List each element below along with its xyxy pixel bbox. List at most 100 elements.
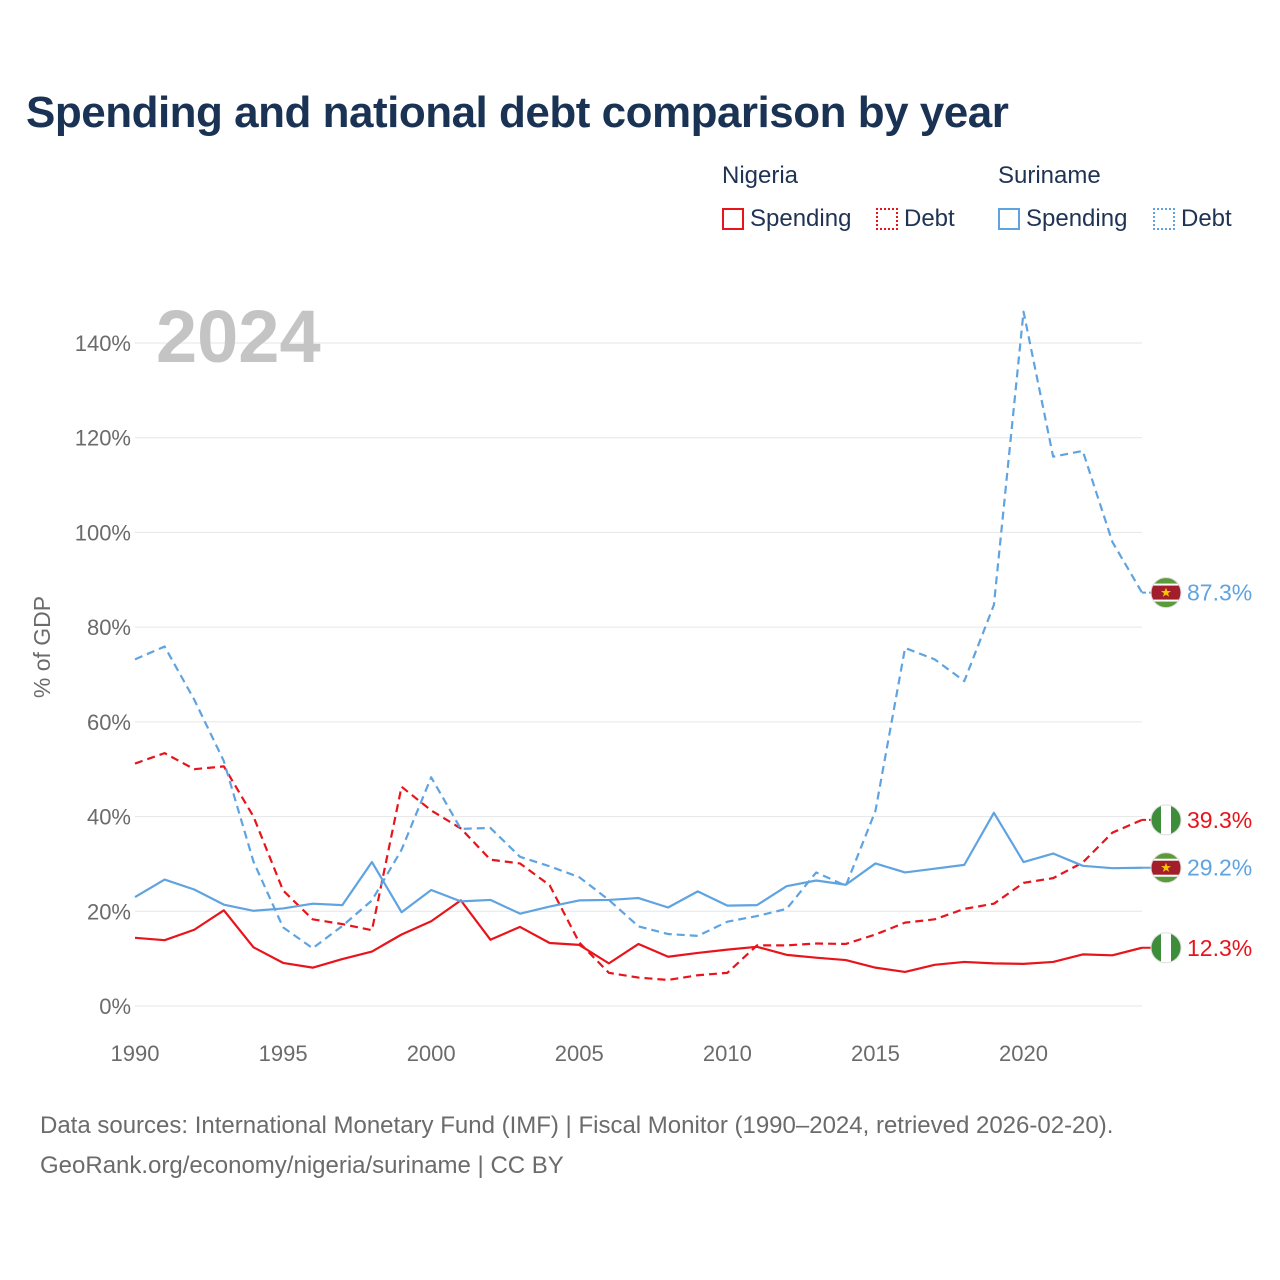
- data-point[interactable]: [545, 861, 555, 871]
- source-line-2[interactable]: GeoRank.org/economy/nigeria/suriname | C…: [40, 1152, 564, 1179]
- data-point[interactable]: [278, 922, 288, 932]
- data-point[interactable]: [485, 823, 495, 833]
- data-point[interactable]: [604, 968, 614, 978]
- data-point[interactable]: [930, 960, 940, 970]
- data-point[interactable]: [604, 895, 614, 905]
- data-point[interactable]: [604, 958, 614, 968]
- data-point[interactable]: [160, 748, 170, 758]
- data-point[interactable]: [900, 643, 910, 653]
- data-point[interactable]: [308, 914, 318, 924]
- data-point[interactable]: [811, 867, 821, 877]
- data-point[interactable]: [870, 858, 880, 868]
- data-point[interactable]: [1019, 959, 1029, 969]
- series-nigeria-debt[interactable]: [130, 748, 1147, 985]
- data-point[interactable]: [722, 968, 732, 978]
- data-point[interactable]: [722, 901, 732, 911]
- data-point[interactable]: [337, 954, 347, 964]
- data-point[interactable]: [663, 952, 673, 962]
- data-point[interactable]: [900, 867, 910, 877]
- data-point[interactable]: [1107, 537, 1117, 547]
- data-point[interactable]: [634, 939, 644, 949]
- data-point[interactable]: [634, 973, 644, 983]
- data-point[interactable]: [367, 925, 377, 935]
- data-point[interactable]: [160, 642, 170, 652]
- data-point[interactable]: [959, 676, 969, 686]
- data-point[interactable]: [278, 958, 288, 968]
- data-point[interactable]: [989, 600, 999, 610]
- data-point[interactable]: [308, 963, 318, 973]
- data-point[interactable]: [278, 885, 288, 895]
- data-point[interactable]: [574, 872, 584, 882]
- data-point[interactable]: [397, 929, 407, 939]
- data-point[interactable]: [367, 895, 377, 905]
- legend-nigeria-debt[interactable]: Debt: [876, 205, 955, 233]
- data-point[interactable]: [930, 864, 940, 874]
- data-point[interactable]: [693, 970, 703, 980]
- data-point[interactable]: [397, 845, 407, 855]
- data-point[interactable]: [248, 942, 258, 952]
- data-point[interactable]: [456, 824, 466, 834]
- data-point[interactable]: [397, 782, 407, 792]
- data-point[interactable]: [900, 918, 910, 928]
- data-point[interactable]: [278, 903, 288, 913]
- data-point[interactable]: [722, 945, 732, 955]
- series-suriname-spending[interactable]: [130, 808, 1147, 919]
- data-point[interactable]: [663, 929, 673, 939]
- data-point[interactable]: [308, 899, 318, 909]
- data-point[interactable]: [545, 902, 555, 912]
- data-point[interactable]: [1078, 949, 1088, 959]
- data-point[interactable]: [130, 654, 140, 664]
- data-point[interactable]: [337, 900, 347, 910]
- data-point[interactable]: [130, 759, 140, 769]
- series-line[interactable]: [134, 899, 1143, 974]
- legend-suriname-debt[interactable]: Debt: [1153, 205, 1232, 233]
- data-point[interactable]: [841, 939, 851, 949]
- data-point[interactable]: [722, 917, 732, 927]
- data-point[interactable]: [1019, 307, 1029, 317]
- data-point[interactable]: [545, 938, 555, 948]
- data-point[interactable]: [1048, 452, 1058, 462]
- data-point[interactable]: [1048, 849, 1058, 859]
- data-point[interactable]: [693, 886, 703, 896]
- data-point[interactable]: [841, 955, 851, 965]
- legend-nigeria-spending[interactable]: Spending: [722, 205, 851, 233]
- data-point[interactable]: [219, 756, 229, 766]
- data-point[interactable]: [959, 860, 969, 870]
- data-point[interactable]: [870, 806, 880, 816]
- data-point[interactable]: [248, 857, 258, 867]
- data-point[interactable]: [752, 900, 762, 910]
- series-line[interactable]: [134, 811, 1143, 915]
- data-point[interactable]: [515, 909, 525, 919]
- data-point[interactable]: [456, 896, 466, 906]
- data-point[interactable]: [930, 654, 940, 664]
- data-point[interactable]: [693, 931, 703, 941]
- data-point[interactable]: [634, 893, 644, 903]
- data-point[interactable]: [782, 940, 792, 950]
- data-point[interactable]: [663, 975, 673, 985]
- data-point[interactable]: [219, 900, 229, 910]
- data-point[interactable]: [870, 963, 880, 973]
- data-point[interactable]: [870, 929, 880, 939]
- data-point[interactable]: [989, 958, 999, 968]
- data-point[interactable]: [1078, 861, 1088, 871]
- data-point[interactable]: [426, 805, 436, 815]
- data-point[interactable]: [693, 948, 703, 958]
- series-suriname-debt[interactable]: [130, 307, 1147, 953]
- data-point[interactable]: [130, 933, 140, 943]
- data-point[interactable]: [1078, 446, 1088, 456]
- data-point[interactable]: [634, 921, 644, 931]
- data-point[interactable]: [1048, 957, 1058, 967]
- data-point[interactable]: [367, 947, 377, 957]
- data-point[interactable]: [841, 881, 851, 891]
- data-point[interactable]: [782, 904, 792, 914]
- data-point[interactable]: [248, 906, 258, 916]
- data-point[interactable]: [545, 880, 555, 890]
- data-point[interactable]: [485, 895, 495, 905]
- data-point[interactable]: [130, 892, 140, 902]
- data-point[interactable]: [189, 695, 199, 705]
- data-point[interactable]: [811, 953, 821, 963]
- data-point[interactable]: [959, 904, 969, 914]
- data-point[interactable]: [930, 914, 940, 924]
- data-point[interactable]: [1107, 863, 1117, 873]
- legend-suriname-spending[interactable]: Spending: [998, 205, 1127, 233]
